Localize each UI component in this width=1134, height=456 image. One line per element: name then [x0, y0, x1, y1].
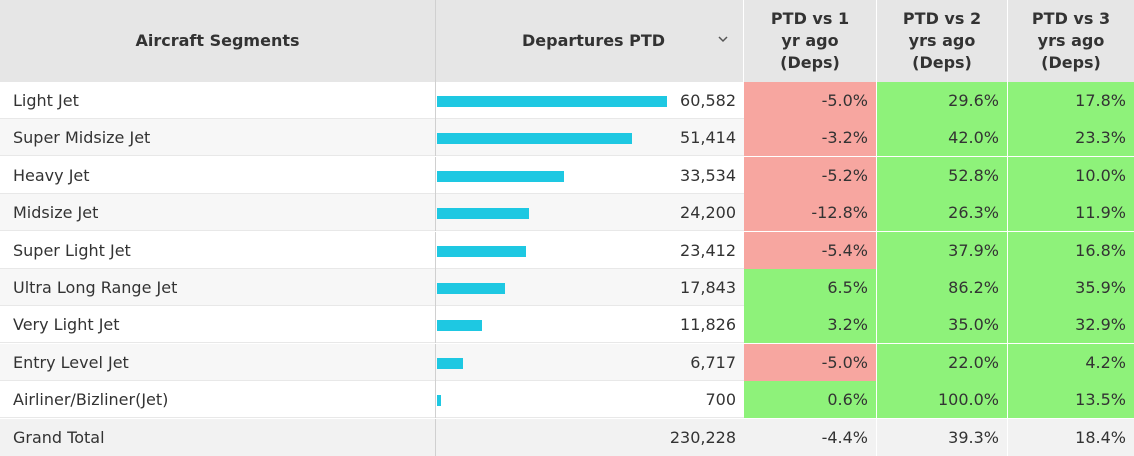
ptd-vs3-cell: 17.8% — [1008, 82, 1134, 119]
table-row: Super Light Jet 23,412 -5.4% 37.9% 16.8% — [0, 232, 1134, 269]
departures-bar — [437, 395, 441, 406]
segment-name: Super Midsize Jet — [0, 119, 436, 156]
grand-total-vs1: -4.4% — [744, 419, 877, 456]
departures-bar — [437, 171, 564, 182]
ptd-vs2-cell: 100.0% — [877, 381, 1008, 418]
departures-value: 33,534 — [680, 166, 736, 185]
ptd-vs1-cell: -12.8% — [744, 194, 877, 231]
chevron-down-icon[interactable] — [713, 29, 733, 49]
ptd-vs1-cell: 6.5% — [744, 269, 877, 306]
ptd-vs2-cell: 22.0% — [877, 344, 1008, 381]
table-row: Heavy Jet 33,534 -5.2% 52.8% 10.0% — [0, 157, 1134, 194]
departures-value: 6,717 — [690, 353, 736, 372]
ptd-vs1-cell: -5.0% — [744, 82, 877, 119]
segment-name: Midsize Jet — [0, 194, 436, 231]
header-departures-ptd[interactable]: Departures PTD — [436, 0, 744, 82]
ptd-vs2-cell: 86.2% — [877, 269, 1008, 306]
table-row: Midsize Jet 24,200 -12.8% 26.3% 11.9% — [0, 194, 1134, 231]
header-ptd-vs-3-line: PTD vs 3 — [1031, 9, 1111, 28]
departures-bar — [437, 96, 667, 107]
header-ptd-vs-1-line: (Deps) — [780, 53, 840, 72]
departures-value: 51,414 — [680, 128, 736, 147]
ptd-vs2-cell: 52.8% — [877, 157, 1008, 194]
departures-bar — [437, 358, 463, 369]
departures-value: 11,826 — [680, 315, 736, 334]
departures-value: 60,582 — [680, 91, 736, 110]
header-ptd-vs-2-line: PTD vs 2 — [902, 9, 982, 28]
ptd-vs1-cell: -5.4% — [744, 232, 877, 269]
segment-name: Super Light Jet — [0, 232, 436, 269]
departures-bar — [437, 246, 526, 257]
segment-name: Very Light Jet — [0, 306, 436, 343]
header-ptd-vs-2-line: (Deps) — [912, 53, 972, 72]
ptd-vs2-cell: 26.3% — [877, 194, 1008, 231]
table-row: Ultra Long Range Jet 17,843 6.5% 86.2% 35.9% — [0, 269, 1134, 306]
segment-name: Heavy Jet — [0, 157, 436, 194]
departures-value: 700 — [705, 390, 736, 409]
ptd-vs3-cell: 13.5% — [1008, 381, 1134, 418]
header-ptd-vs-3[interactable]: PTD vs 3 yrs ago (Deps) — [1008, 0, 1134, 82]
header-aircraft-segments[interactable]: Aircraft Segments — [0, 0, 436, 82]
ptd-vs1-cell: 0.6% — [744, 381, 877, 418]
departures-bar — [437, 208, 529, 219]
ptd-vs3-cell: 35.9% — [1008, 269, 1134, 306]
grand-total-departures: 230,228 — [669, 428, 736, 447]
ptd-vs3-cell: 23.3% — [1008, 119, 1134, 156]
ptd-vs3-cell: 10.0% — [1008, 157, 1134, 194]
ptd-vs2-cell: 37.9% — [877, 232, 1008, 269]
departures-value: 24,200 — [680, 203, 736, 222]
ptd-vs3-cell: 11.9% — [1008, 194, 1134, 231]
table-row: Super Midsize Jet 51,414 -3.2% 42.0% 23.3% — [0, 119, 1134, 156]
table-row: Very Light Jet 11,826 3.2% 35.0% 32.9% — [0, 306, 1134, 343]
ptd-vs1-cell: -5.0% — [744, 344, 877, 381]
header-ptd-vs-3-line: yrs ago — [1037, 31, 1105, 50]
departures-value: 23,412 — [680, 241, 736, 260]
header-ptd-vs-2[interactable]: PTD vs 2 yrs ago (Deps) — [877, 0, 1008, 82]
ptd-vs3-cell: 4.2% — [1008, 344, 1134, 381]
header-ptd-vs-2-line: yrs ago — [908, 31, 976, 50]
grand-total-row: Grand Total 230,228 -4.4% 39.3% 18.4% — [0, 419, 1134, 456]
departures-bar — [437, 283, 505, 294]
ptd-vs2-cell: 42.0% — [877, 119, 1008, 156]
ptd-vs1-cell: 3.2% — [744, 306, 877, 343]
header-ptd-vs-1[interactable]: PTD vs 1 yr ago (Deps) — [744, 0, 877, 82]
table-header: Aircraft Segments Departures PTD PTD vs … — [0, 0, 1134, 82]
ptd-vs3-cell: 32.9% — [1008, 306, 1134, 343]
segment-name: Ultra Long Range Jet — [0, 269, 436, 306]
departures-bar — [437, 320, 482, 331]
segment-name: Airliner/Bizliner(Jet) — [0, 381, 436, 418]
segment-name: Entry Level Jet — [0, 344, 436, 381]
ptd-vs2-cell: 29.6% — [877, 82, 1008, 119]
table-row: Light Jet 60,582 -5.0% 29.6% 17.8% — [0, 82, 1134, 119]
header-ptd-vs-3-line: (Deps) — [1041, 53, 1101, 72]
grand-total-vs3: 18.4% — [1075, 428, 1126, 447]
header-ptd-vs-1-line: PTD vs 1 — [770, 9, 850, 28]
departures-bar — [437, 133, 632, 144]
grand-total-vs2: 39.3% — [877, 419, 1008, 456]
table-row: Entry Level Jet 6,717 -5.0% 22.0% 4.2% — [0, 344, 1134, 381]
ptd-vs1-cell: -5.2% — [744, 157, 877, 194]
header-ptd-vs-1-line: yr ago — [781, 31, 839, 50]
table-row: Airliner/Bizliner(Jet) 700 0.6% 100.0% 13.5% — [0, 381, 1134, 418]
departures-value: 17,843 — [680, 278, 736, 297]
segment-name: Light Jet — [0, 82, 436, 119]
grand-total-label: Grand Total — [0, 419, 436, 456]
ptd-vs3-cell: 16.8% — [1008, 232, 1134, 269]
ptd-vs1-cell: -3.2% — [744, 119, 877, 156]
ptd-vs2-cell: 35.0% — [877, 306, 1008, 343]
